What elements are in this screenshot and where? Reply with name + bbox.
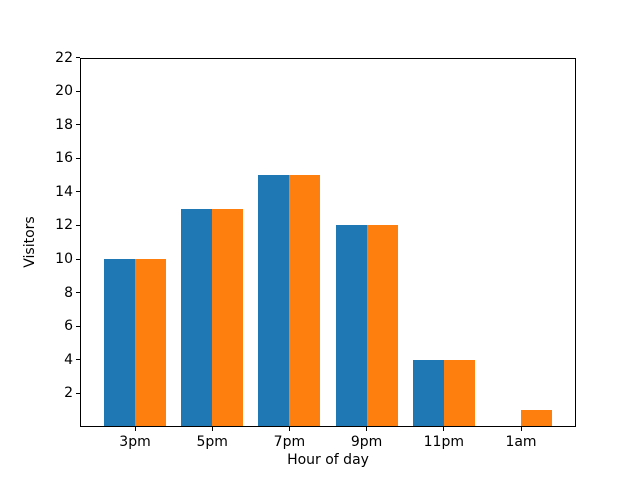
bar-series-1-9pm (335, 225, 367, 427)
y-tick-label: 12 (55, 217, 73, 234)
bar-series-2-5pm (212, 208, 244, 427)
x-tick-label: 3pm (119, 434, 151, 450)
x-tick-label: 7pm (273, 434, 306, 450)
x-tick-mark (134, 427, 136, 431)
y-tick-mark (76, 124, 80, 126)
y-tick-label: 20 (55, 83, 73, 100)
y-tick-mark (76, 90, 80, 92)
x-tick-label: 9pm (350, 434, 383, 450)
y-tick-label: 14 (55, 183, 73, 200)
y-tick-mark (76, 57, 80, 58)
bar-series-1-3pm (104, 259, 135, 427)
bar-series-1-5pm (181, 208, 213, 427)
x-tick-label: 1am (505, 434, 537, 450)
x-tick-mark (211, 427, 213, 431)
y-axis-label: Visitors (22, 216, 38, 268)
y-tick-label: 22 (55, 49, 73, 66)
bar-series-2-11pm (443, 359, 475, 427)
y-tick-mark (76, 392, 80, 394)
y-tick-mark (76, 157, 80, 159)
x-tick-mark (443, 427, 445, 431)
y-tick-mark (76, 191, 80, 193)
y-tick-mark (76, 325, 80, 327)
y-tick-label: 6 (64, 318, 73, 335)
y-tick-label: 16 (55, 150, 73, 167)
bar-series-2-1am (521, 410, 552, 427)
x-axis-label: Hour of day (287, 452, 369, 468)
y-tick-mark (76, 359, 80, 361)
y-tick-mark (76, 258, 80, 260)
y-tick-mark (76, 224, 80, 226)
x-tick-mark (520, 427, 522, 431)
bar-series-1-11pm (412, 359, 444, 427)
y-tick-label: 2 (64, 385, 73, 402)
bar-series-2-9pm (366, 225, 398, 427)
x-tick-label: 11pm (423, 434, 464, 450)
x-tick-mark (288, 427, 290, 431)
bar-series-1-7pm (258, 175, 290, 427)
x-tick-mark (366, 427, 368, 431)
y-tick-label: 18 (55, 116, 73, 133)
y-tick-label: 8 (64, 284, 73, 301)
y-tick-mark (76, 292, 80, 294)
y-tick-label: 4 (64, 351, 73, 368)
bar-series-2-3pm (135, 259, 166, 427)
x-tick-label: 5pm (196, 434, 228, 450)
bar-series-2-7pm (289, 175, 321, 427)
y-tick-label: 10 (55, 251, 73, 268)
